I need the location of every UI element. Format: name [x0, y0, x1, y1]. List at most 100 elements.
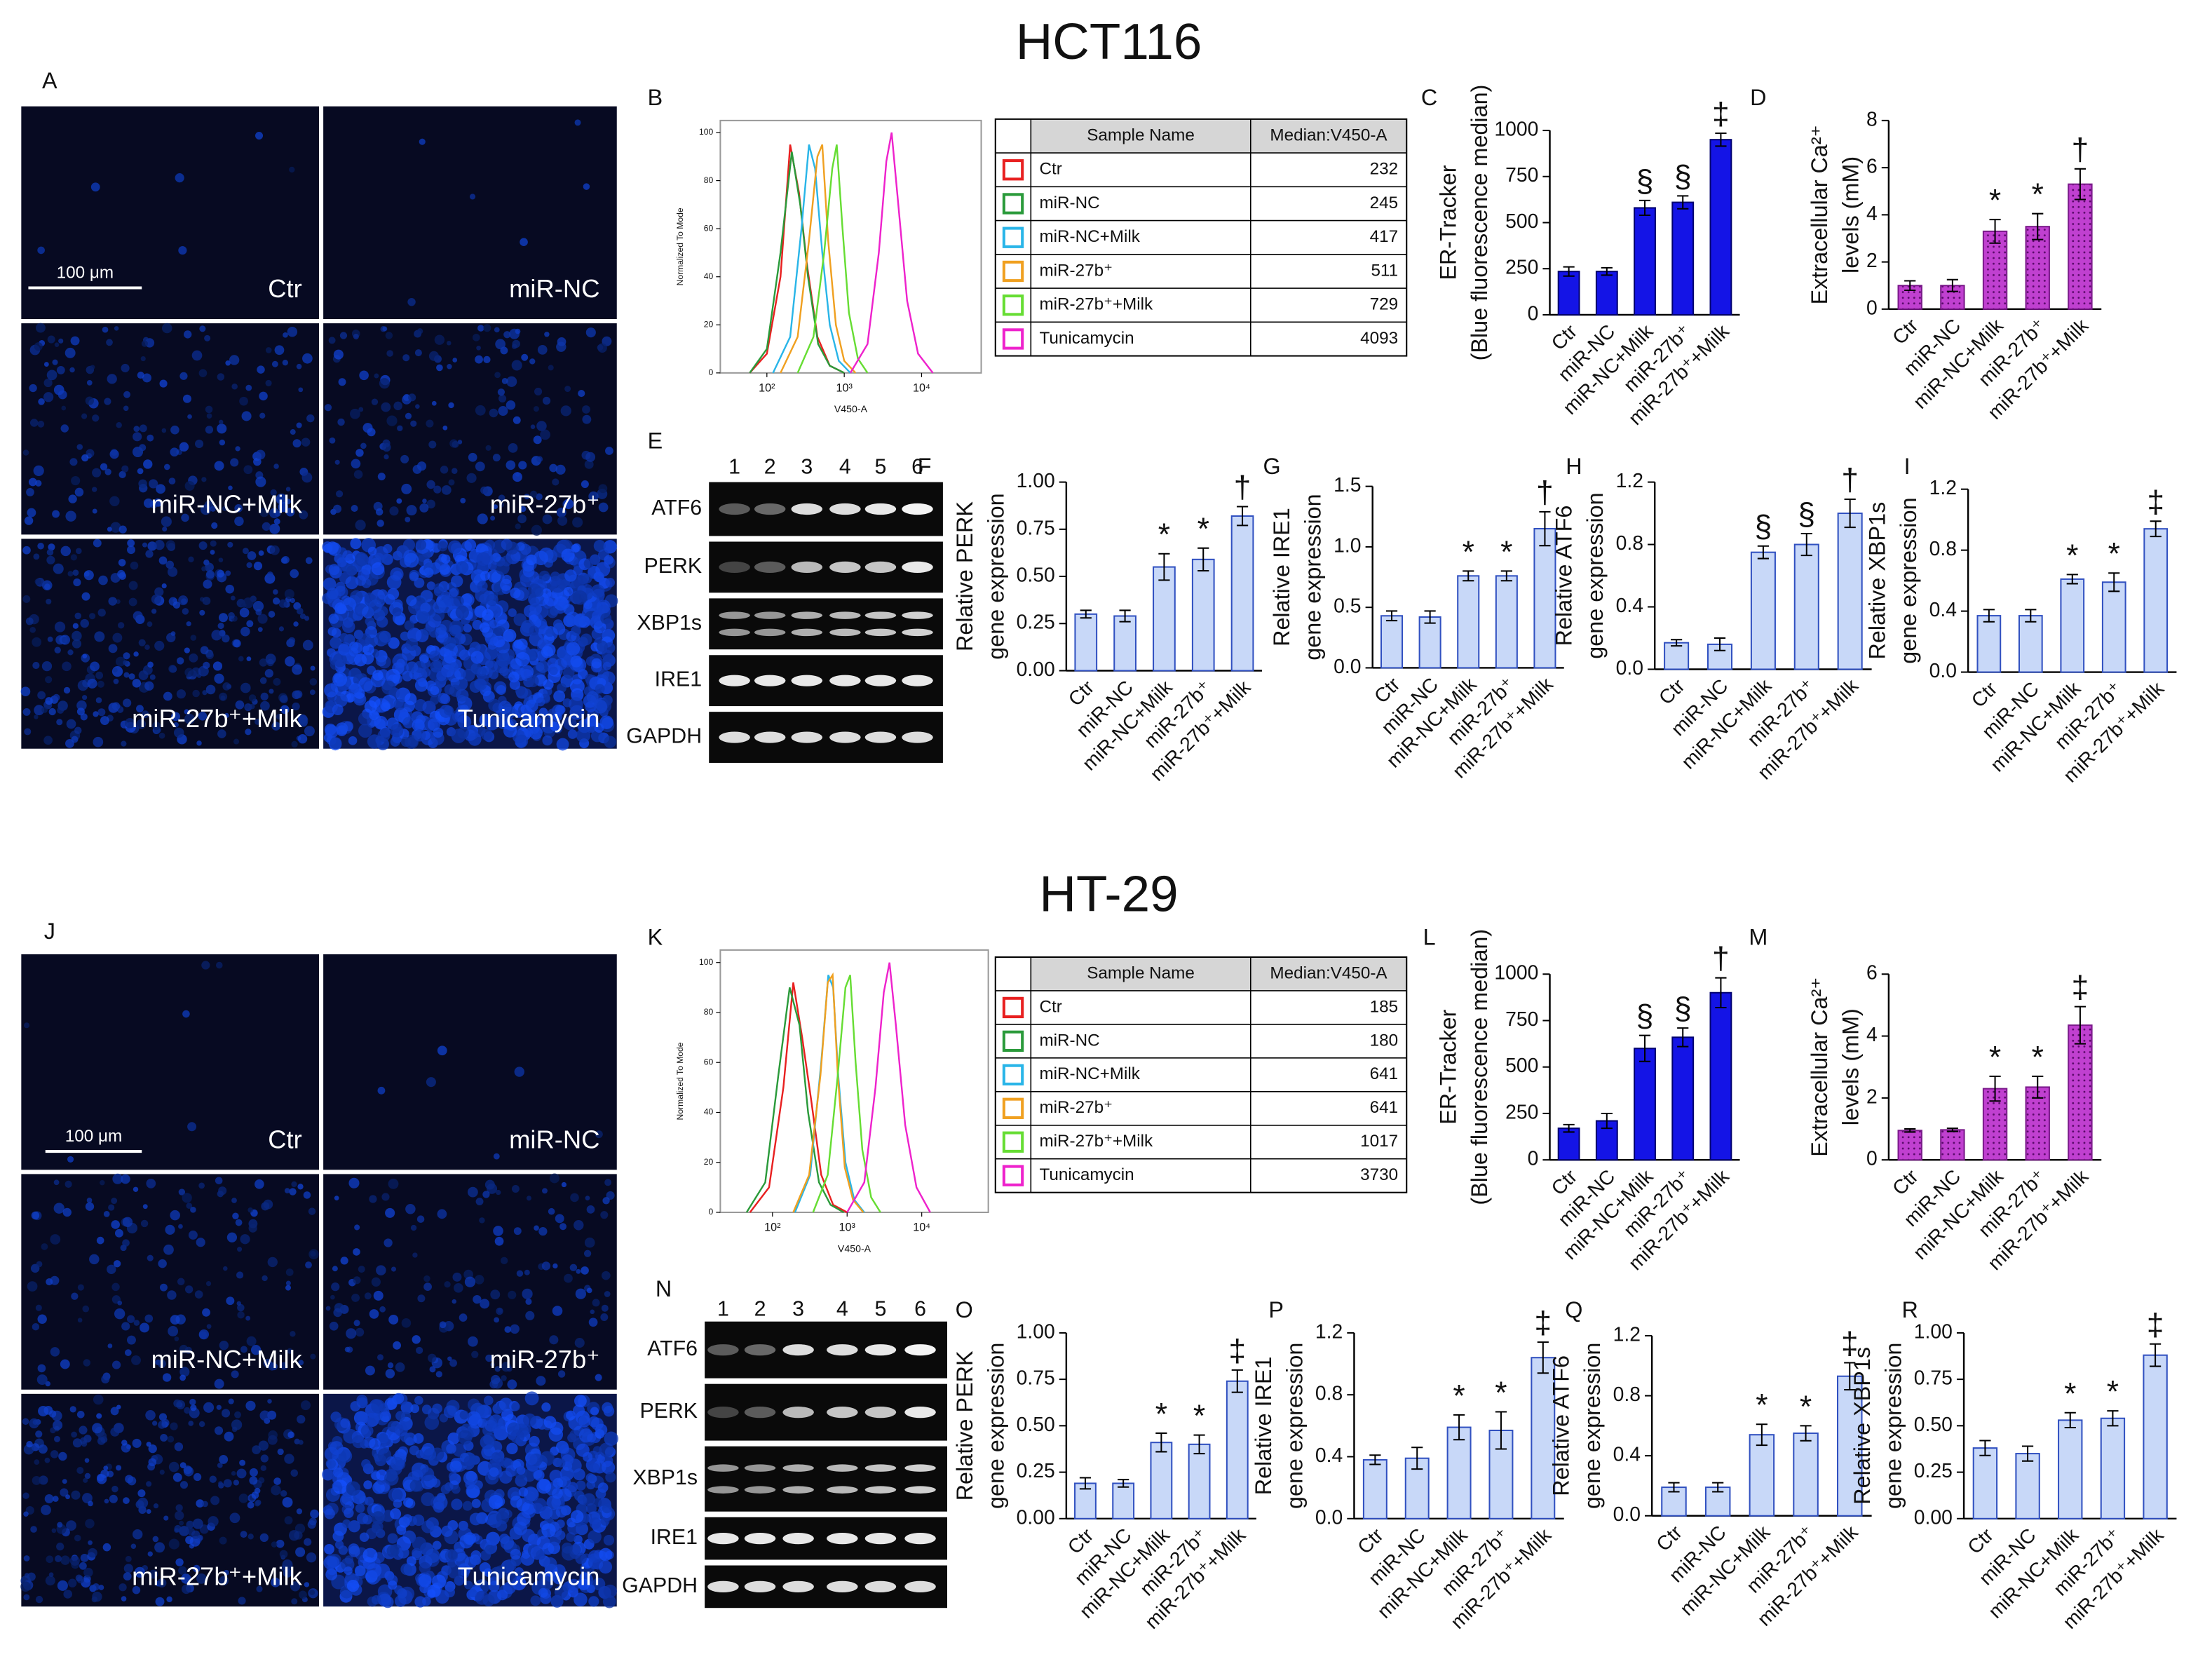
significance-mark: *	[1800, 1390, 1812, 1424]
legend-swatch	[1002, 1030, 1024, 1052]
cell-nucleus	[46, 370, 57, 381]
micrograph	[21, 106, 320, 319]
cell-nucleus	[222, 682, 231, 691]
table-header: Median:V450-A	[1270, 963, 1387, 982]
cell-nucleus	[231, 383, 238, 390]
bar	[1709, 991, 1732, 1161]
cell-nucleus	[210, 540, 217, 547]
cell-nucleus	[593, 699, 608, 714]
cell-nucleus	[475, 588, 490, 603]
cell-nucleus	[199, 609, 205, 616]
cell-nucleus	[269, 523, 280, 534]
cell-nucleus	[393, 1393, 405, 1404]
cell-nucleus	[602, 1594, 616, 1609]
cell-nucleus	[46, 548, 54, 556]
cell-nucleus	[601, 1271, 611, 1280]
cell-nucleus	[555, 464, 566, 475]
cell-nucleus	[29, 419, 39, 427]
cell-nucleus	[194, 1290, 203, 1299]
cell-nucleus	[50, 1450, 59, 1458]
gel-band	[864, 1407, 897, 1418]
cell-nucleus	[394, 1423, 408, 1437]
cell-nucleus	[217, 623, 224, 630]
y-tick-label: 80	[704, 175, 714, 185]
cell-nucleus	[237, 1247, 243, 1252]
cell-nucleus	[157, 1578, 167, 1588]
cell-nucleus	[170, 425, 179, 435]
cell-nucleus	[82, 695, 88, 700]
micrograph-label: miR-NC+Milk	[151, 490, 302, 519]
cell-nucleus	[447, 1550, 458, 1560]
cell-nucleus	[57, 1522, 63, 1528]
cell-nucleus	[572, 590, 588, 605]
cell-nucleus	[427, 1353, 437, 1363]
cell-nucleus	[361, 652, 374, 665]
cell-nucleus	[151, 594, 161, 604]
table-header-bg	[1031, 118, 1407, 154]
cell-nucleus	[96, 1413, 102, 1419]
error-bar	[2108, 572, 2120, 592]
cell-nucleus	[88, 1540, 93, 1545]
cell-nucleus	[466, 473, 477, 483]
cell-nucleus	[142, 373, 151, 383]
cell-nucleus	[228, 612, 235, 619]
y-axis-label: ER-Tracker	[1436, 1009, 1461, 1124]
gel-band	[707, 1407, 739, 1418]
cell-nucleus	[574, 1395, 587, 1407]
cell-nucleus	[585, 452, 596, 462]
cell-nucleus	[56, 1543, 65, 1551]
cell-nucleus	[394, 1595, 407, 1607]
cell-nucleus	[401, 483, 412, 494]
cell-nucleus	[344, 1346, 351, 1353]
cell-nucleus	[38, 398, 45, 405]
cell-nucleus	[390, 724, 404, 738]
error-bar	[2021, 1445, 2034, 1462]
cell-nucleus	[65, 510, 76, 522]
cell-nucleus	[422, 499, 427, 503]
cell-nucleus	[337, 418, 345, 426]
cell-nucleus	[60, 546, 71, 557]
cell-nucleus	[412, 1514, 425, 1526]
gel-band	[864, 675, 897, 686]
cell-nucleus	[531, 524, 542, 536]
cell-nucleus	[345, 576, 359, 590]
cell-nucleus	[542, 735, 553, 746]
cell-nucleus	[107, 374, 117, 384]
cell-nucleus	[259, 1410, 271, 1421]
cell-nucleus	[418, 1574, 432, 1588]
cell-nucleus	[459, 1410, 469, 1420]
cell-nucleus	[158, 1413, 168, 1421]
gel-band	[829, 503, 861, 515]
cell-nucleus	[549, 666, 558, 675]
cell-nucleus	[593, 1498, 602, 1507]
cell-nucleus	[20, 686, 31, 697]
legend-swatch	[1002, 1097, 1024, 1119]
cell-nucleus	[22, 449, 29, 456]
cell-nucleus	[483, 324, 491, 332]
cell-nucleus	[367, 1563, 382, 1578]
cell-nucleus	[71, 475, 81, 486]
cell-nucleus	[603, 1584, 617, 1598]
cell-nucleus	[508, 443, 518, 453]
bar	[1972, 1447, 1998, 1519]
cell-nucleus	[229, 1512, 240, 1524]
cell-nucleus	[447, 1565, 461, 1579]
significance-mark: §	[1636, 999, 1654, 1034]
cell-nucleus	[222, 506, 227, 511]
cell-nucleus	[419, 503, 429, 513]
significance-mark: §	[1636, 164, 1654, 198]
cell-nucleus	[327, 588, 339, 600]
cell-nucleus	[564, 1273, 573, 1283]
cell-nucleus	[337, 604, 347, 614]
y-axis-label: Relative IRE1	[1269, 508, 1294, 646]
cell-nucleus	[182, 394, 191, 403]
cell-nucleus	[604, 555, 614, 565]
cell-nucleus	[422, 627, 431, 636]
cell-nucleus	[449, 1359, 457, 1367]
bar	[1226, 1380, 1249, 1519]
cell-nucleus	[405, 693, 417, 705]
cell-nucleus	[246, 562, 252, 569]
cell-nucleus	[449, 1460, 462, 1473]
cell-nucleus	[554, 1585, 568, 1599]
